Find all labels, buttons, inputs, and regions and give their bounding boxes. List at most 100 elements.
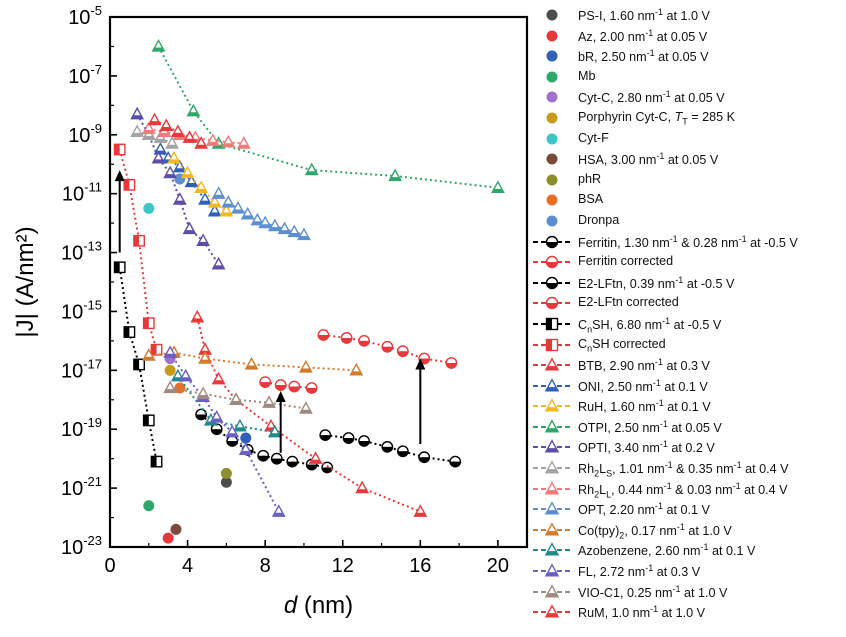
data-point: [220, 467, 232, 479]
series-16: [113, 143, 163, 356]
data-point: [174, 382, 186, 394]
data-point: [153, 142, 168, 155]
legend-marker: [533, 398, 571, 412]
series-5: [164, 364, 176, 376]
legend-marker: [533, 317, 571, 331]
y-tick-label: 10-15: [61, 297, 102, 323]
data-point: [449, 455, 462, 468]
data-point: [413, 504, 428, 517]
legend-label: Ferritin corrected: [578, 254, 674, 269]
data-point: [271, 504, 286, 517]
data-point: [257, 449, 270, 462]
legend-item: OPT, 2.20 nm-1 at 0.1 V: [530, 499, 846, 520]
data-point: [308, 451, 323, 464]
legend-label: Rh2LS, 1.01 nm-1 & 0.35 nm-1 at 0.4 V: [578, 460, 789, 479]
legend-item: CnSH corrected: [530, 335, 846, 356]
data-point: [143, 500, 155, 512]
data-point: [194, 180, 209, 193]
data-point: [221, 134, 236, 148]
legend-label: HSA, 3.00 nm-1 at 0.05 V: [578, 151, 719, 168]
series-29: [147, 112, 209, 149]
data-point: [182, 221, 197, 235]
data-point: [113, 143, 126, 156]
series-2: [240, 432, 252, 444]
series-0: [220, 476, 232, 488]
data-point: [231, 200, 245, 214]
legend-marker: [533, 357, 571, 371]
data-point: [141, 348, 156, 361]
data-point: [297, 227, 311, 241]
series-25: [141, 345, 364, 376]
data-point: [219, 203, 234, 217]
data-point: [211, 186, 226, 199]
legend-item: Ferritin, 1.30 nm-1 & 0.28 nm-1 at -0.5 …: [530, 232, 846, 253]
data-point: [210, 423, 223, 436]
data-point: [388, 168, 403, 182]
y-tick-label: 10-7: [68, 62, 102, 88]
data-point: [165, 136, 179, 149]
plot-frame: [108, 15, 529, 549]
legend-marker: [546, 194, 558, 206]
legend-marker: [546, 112, 558, 124]
data-point: [209, 410, 224, 423]
legend-item: VIO-C1, 0.25 nm-1 at 1.0 V: [530, 582, 846, 603]
data-point: [286, 455, 299, 468]
x-tick-label: 4: [182, 555, 193, 577]
legend-label: OPTI, 3.40 nm-1 at 0.2 V: [578, 439, 715, 456]
legend-item: OPTI, 3.40 nm-1 at 0.2 V: [530, 437, 846, 458]
data-point: [418, 451, 431, 464]
x-axis-label: d (nm): [284, 592, 353, 619]
data-point: [198, 192, 212, 205]
legend-marker: [533, 419, 571, 433]
y-tick-label: 10-19: [61, 415, 102, 441]
legend-label: Az, 2.00 nm-1 at 0.05 V: [578, 27, 708, 44]
legend-item: Ferritin corrected: [530, 252, 846, 273]
data-point: [396, 445, 409, 458]
legend-marker: [533, 297, 571, 310]
data-point: [170, 523, 182, 535]
data-point: [258, 215, 273, 229]
legend-item: phR: [530, 170, 846, 191]
data-point: [305, 382, 318, 394]
data-point: [133, 358, 145, 371]
data-point: [130, 106, 145, 120]
data-point: [319, 429, 332, 442]
legend-marker: [533, 235, 571, 248]
data-point: [381, 340, 394, 353]
data-point: [163, 380, 178, 394]
data-point: [190, 309, 205, 323]
data-point: [180, 165, 195, 179]
series-line: [157, 45, 499, 189]
legend-item: RuH, 1.60 nm-1 at 0.1 V: [530, 396, 846, 417]
legend-marker: [533, 276, 571, 289]
data-point: [298, 401, 313, 414]
series-23: [141, 121, 251, 149]
data-point: [225, 424, 240, 438]
data-point: [250, 212, 265, 226]
legend-label: RuM, 1.0 nm-1 at 1.0 V: [578, 604, 706, 621]
data-point: [342, 432, 355, 444]
data-point: [162, 532, 174, 544]
legend-marker: [533, 563, 571, 577]
series-9: [174, 382, 186, 394]
legend-marker: [546, 153, 558, 165]
data-point: [198, 351, 212, 364]
legend-label: RuH, 1.60 nm-1 at 0.1 V: [578, 398, 711, 415]
data-point: [196, 386, 210, 400]
data-point: [340, 332, 353, 344]
data-point: [270, 452, 283, 465]
legend-label: CnSH corrected: [578, 336, 666, 354]
data-point: [141, 121, 156, 135]
data-point: [349, 362, 364, 376]
legend-label: bR, 2.50 nm-1 at 0.05 V: [578, 48, 709, 65]
legend-label: BSA: [578, 192, 604, 207]
data-point: [207, 203, 222, 217]
series-12: [259, 376, 318, 394]
legend-label: OTPI, 2.50 nm-1 at 0.05 V: [578, 418, 722, 436]
series-1: [162, 532, 174, 544]
legend-label: Azobenzene, 2.60 nm-1 at 0.1 V: [578, 542, 756, 559]
legend-marker: [546, 71, 558, 83]
legend-item: Az, 2.00 nm-1 at 0.05 V: [530, 26, 846, 47]
legend-marker: [533, 255, 571, 269]
legend-marker: [533, 501, 571, 515]
